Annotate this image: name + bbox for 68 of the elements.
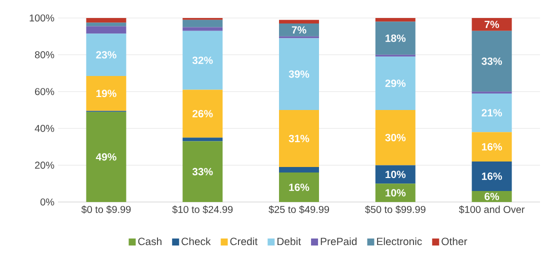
bar [279, 172, 320, 202]
bar [86, 34, 126, 76]
data-label: 19% [96, 90, 116, 98]
legend-label: Electronic [377, 237, 422, 246]
x-tick-label: $100 and Over [458, 206, 525, 214]
data-label: 10% [386, 170, 406, 178]
bar [375, 18, 416, 22]
bar [86, 18, 126, 23]
bar [375, 184, 416, 202]
bar [182, 90, 223, 138]
data-label: 10% [386, 189, 406, 197]
bar [182, 27, 223, 31]
data-label: 23% [96, 51, 116, 59]
data-label: 16% [482, 143, 502, 151]
data-label: 21% [482, 109, 502, 116]
data-label: 32% [192, 56, 213, 64]
x-tick-label: $25 to $49.99 [268, 206, 329, 214]
bar [86, 26, 126, 34]
y-tick-label: 0% [40, 198, 54, 206]
bar [472, 132, 512, 162]
y-tick-label: 100% [30, 14, 54, 22]
bar [472, 162, 512, 191]
legend-label: PrePaid [320, 237, 357, 246]
data-label: 31% [288, 134, 310, 142]
bar [182, 138, 223, 142]
bar [279, 38, 320, 110]
data-label: 29% [385, 80, 406, 88]
data-label: 33% [192, 168, 213, 176]
data-label: 30% [385, 134, 406, 142]
legend-label: Cash [138, 237, 162, 246]
y-tick-label: 40% [34, 124, 54, 132]
y-tick-label: 80% [34, 51, 54, 58]
bar [375, 22, 416, 55]
bar [472, 18, 512, 31]
x-tick-label: $0 to $9.99 [81, 206, 131, 214]
data-label: 16% [289, 184, 310, 191]
bar [375, 110, 416, 166]
bar [279, 110, 320, 168]
bar [86, 22, 126, 26]
data-label: 26% [192, 110, 213, 118]
x-tick-label: $10 to $24.99 [172, 206, 233, 214]
bar [375, 165, 416, 184]
legend-label: Credit [230, 237, 258, 246]
data-label: 16% [482, 172, 502, 180]
data-label: 6% [484, 192, 500, 200]
bar [279, 24, 320, 36]
bar [86, 76, 126, 111]
data-label: 7% [292, 26, 306, 34]
legend-label: Check [182, 237, 211, 246]
bar [86, 112, 126, 202]
bar [182, 30, 223, 90]
data-label: 33% [482, 58, 502, 65]
data-label: 49% [96, 153, 116, 161]
data-label: 7% [484, 20, 500, 28]
legend-label: Other [442, 237, 468, 246]
bar [182, 20, 223, 28]
bar [182, 141, 223, 202]
y-tick-label: 60% [35, 88, 54, 96]
bar [472, 93, 512, 132]
y-tick-label: 20% [35, 162, 54, 169]
bar [279, 20, 320, 24]
data-label: 18% [386, 34, 406, 42]
legend-label: Debit [277, 237, 301, 246]
bar [472, 30, 512, 92]
data-label: 39% [288, 70, 310, 78]
x-tick-label: $50 to $99.99 [365, 206, 426, 214]
bar [279, 167, 320, 173]
bar [375, 56, 416, 110]
